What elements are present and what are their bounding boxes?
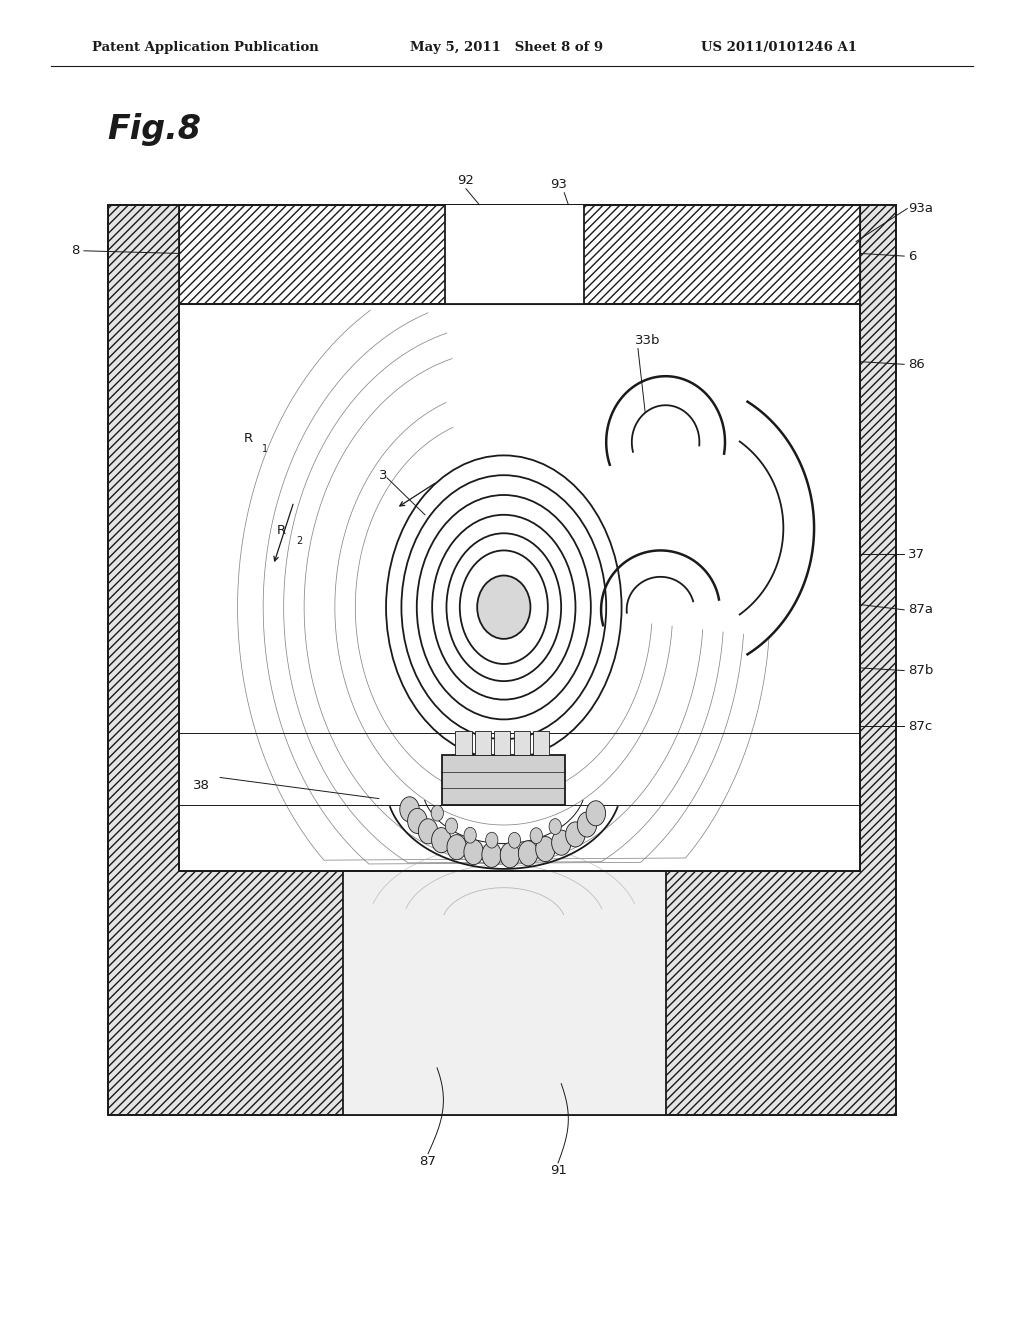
Circle shape [399, 797, 419, 822]
Text: R: R [276, 524, 286, 537]
Circle shape [536, 837, 555, 862]
Text: 3: 3 [379, 469, 387, 482]
Bar [455, 731, 471, 755]
Circle shape [508, 833, 520, 849]
Bar [108, 205, 896, 1115]
Text: 87b: 87b [908, 664, 934, 677]
Bar [494, 731, 510, 755]
Text: R: R [244, 432, 253, 445]
Bar [108, 205, 896, 1115]
Bar [532, 731, 549, 755]
Circle shape [552, 830, 571, 855]
Circle shape [565, 822, 585, 847]
Circle shape [549, 818, 561, 834]
Bar [445, 205, 584, 304]
Bar [179, 205, 860, 304]
Circle shape [482, 842, 502, 867]
Circle shape [446, 834, 466, 859]
Text: 87c: 87c [908, 719, 933, 733]
Text: 1: 1 [262, 444, 268, 454]
Ellipse shape [477, 576, 530, 639]
Bar [514, 731, 530, 755]
Text: 93: 93 [550, 178, 566, 191]
Text: 2: 2 [296, 536, 302, 546]
Text: 87a: 87a [908, 603, 933, 616]
Circle shape [586, 801, 605, 826]
Bar [179, 304, 860, 871]
Circle shape [431, 828, 451, 853]
Bar [475, 731, 492, 755]
Text: Fig.8: Fig.8 [108, 112, 202, 145]
Text: 91: 91 [550, 1164, 566, 1177]
Text: Patent Application Publication: Patent Application Publication [92, 41, 318, 54]
Text: 93a: 93a [908, 202, 933, 215]
Circle shape [500, 842, 519, 867]
Circle shape [464, 828, 476, 843]
Circle shape [530, 828, 543, 843]
Text: 87: 87 [420, 1155, 436, 1168]
Circle shape [578, 812, 597, 837]
Text: 86: 86 [908, 358, 925, 371]
Text: 37: 37 [908, 548, 926, 561]
Text: May 5, 2011   Sheet 8 of 9: May 5, 2011 Sheet 8 of 9 [410, 41, 603, 54]
Text: 6: 6 [908, 249, 916, 263]
Bar [343, 871, 666, 1115]
Text: 33b: 33b [635, 334, 660, 347]
Text: 92: 92 [458, 174, 474, 187]
Circle shape [431, 805, 443, 821]
Text: 8: 8 [72, 244, 80, 257]
Circle shape [445, 818, 458, 834]
Circle shape [485, 832, 498, 847]
Circle shape [408, 808, 427, 833]
Circle shape [518, 841, 538, 866]
Text: US 2011/0101246 A1: US 2011/0101246 A1 [701, 41, 857, 54]
Bar [179, 205, 860, 304]
Circle shape [464, 840, 483, 865]
Text: 38: 38 [193, 779, 209, 792]
Circle shape [419, 818, 438, 843]
Bar [442, 755, 565, 805]
